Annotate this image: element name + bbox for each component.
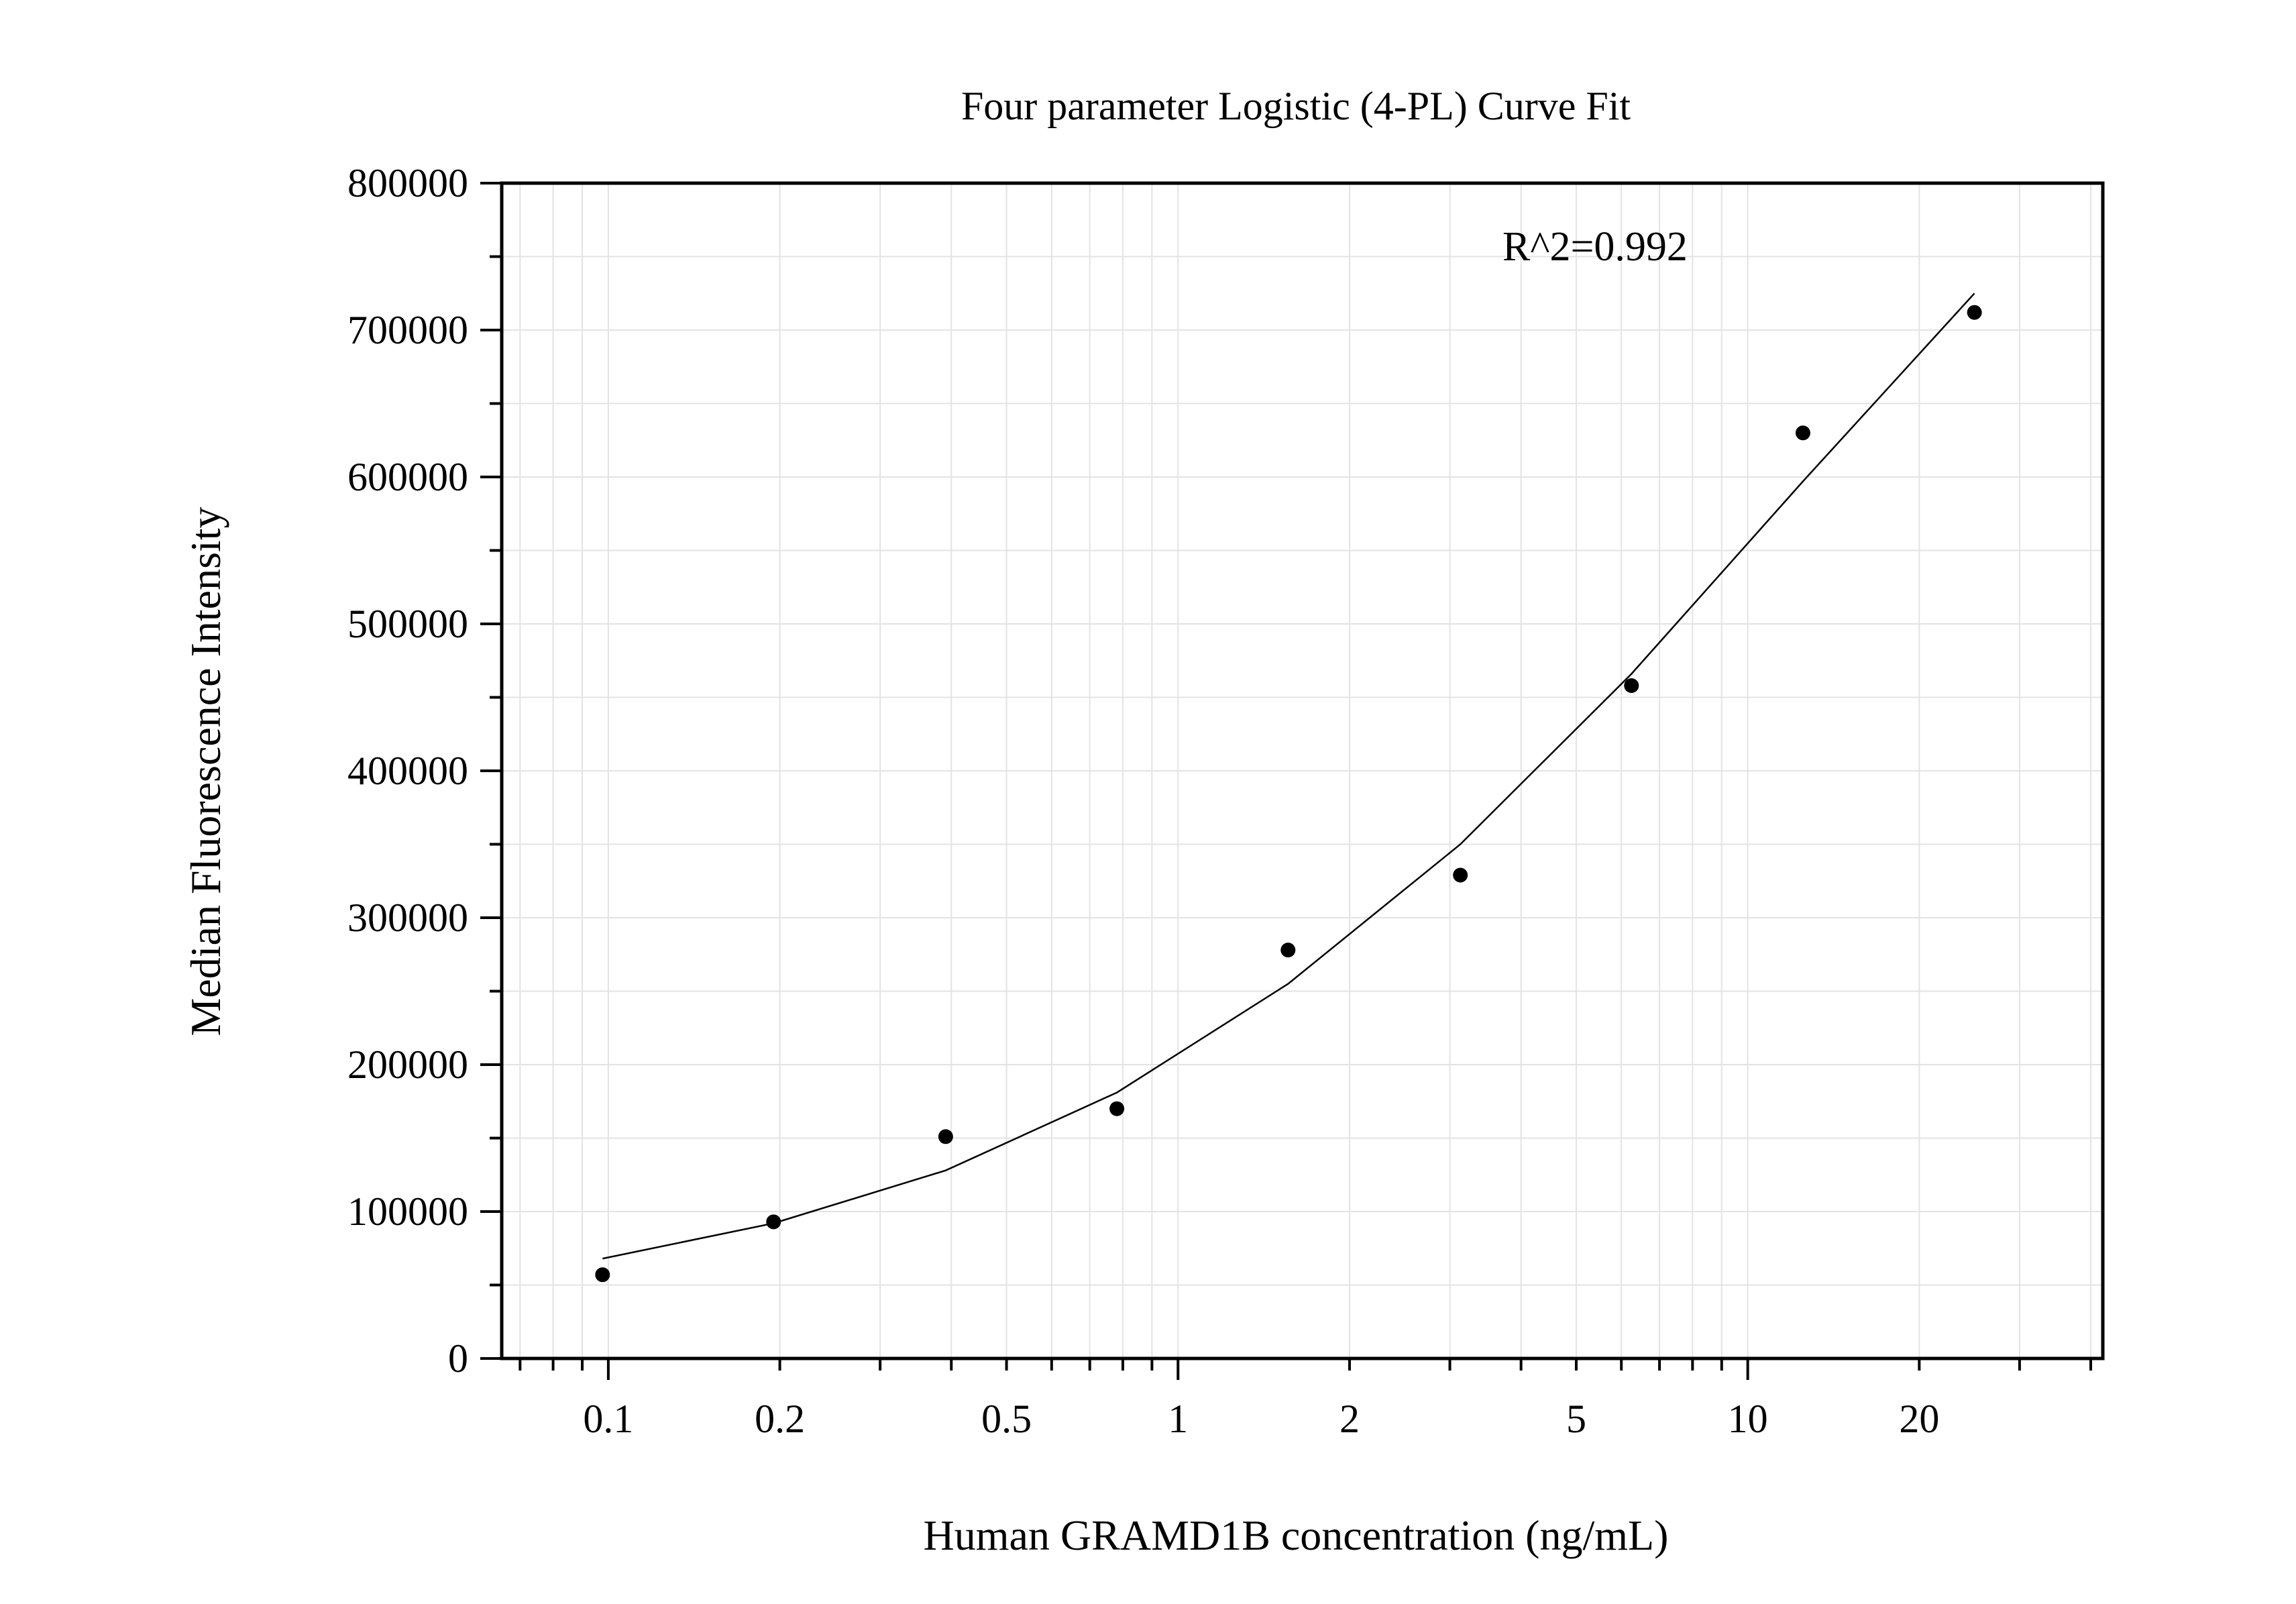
x-tick-label: 20 [1899, 1397, 1939, 1441]
data-point [1624, 678, 1639, 693]
data-points [595, 305, 1982, 1283]
y-tick-label: 700000 [347, 308, 468, 352]
y-tick-label: 0 [448, 1336, 468, 1381]
y-tick-label: 500000 [347, 602, 468, 646]
fit-curve [602, 292, 1975, 1260]
x-tick-label: 0.2 [755, 1397, 805, 1441]
x-tick-label: 2 [1340, 1397, 1360, 1441]
data-point [1967, 305, 1982, 320]
data-point [766, 1214, 781, 1230]
x-tick-label: 0.1 [583, 1397, 633, 1441]
grid [502, 182, 2103, 1359]
x-tick-label: 0.5 [981, 1397, 1032, 1441]
axes: 0.1 0.2 0.5 1 2 5 10 20 0 100000 200000 300000 40000… [347, 161, 2093, 1441]
y-axis-label: Median Fluorescence Intensity [182, 506, 229, 1036]
y-tick-label: 400000 [347, 749, 468, 793]
y-tick-label: 600000 [347, 455, 468, 499]
data-point [1453, 867, 1468, 883]
r-squared-annotation: R^2=0.992 [1502, 224, 1688, 270]
data-point [595, 1267, 610, 1283]
data-point [938, 1129, 953, 1144]
y-tick-label: 200000 [347, 1042, 468, 1087]
data-point [1109, 1101, 1125, 1116]
y-tick-label: 800000 [347, 161, 468, 205]
x-tick-label: 5 [1566, 1397, 1586, 1441]
x-tick-label: 10 [1728, 1397, 1768, 1441]
data-point [1280, 943, 1296, 958]
y-tick-label: 100000 [347, 1189, 468, 1234]
chart-title: Four parameter Logistic (4-PL) Curve Fit [961, 84, 1631, 128]
y-tick-label: 300000 [347, 896, 468, 940]
x-axis-label: Human GRAMD1B concentration (ng/mL) [924, 1511, 1669, 1559]
x-tick-label: 1 [1168, 1397, 1188, 1441]
data-point [1795, 425, 1810, 441]
